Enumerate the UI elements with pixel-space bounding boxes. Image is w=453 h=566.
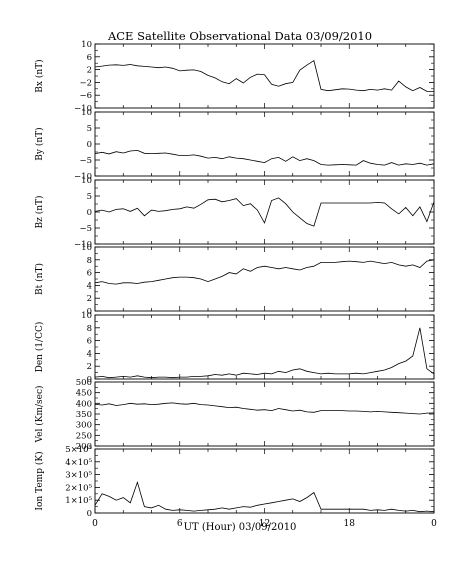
- y-tick-label: 6: [87, 269, 92, 279]
- panel-7: 0 1×10⁵ 2×10⁵ 3×10⁵ 4×10⁵ 5×10⁵ Ion Temp (K): [34, 445, 435, 519]
- y-tick-label: 8: [87, 256, 92, 266]
- x-tick-label: 0: [431, 519, 437, 529]
- series-line: [94, 480, 435, 513]
- y-tick-label: 4×10⁵: [65, 458, 92, 468]
- chart-title: ACE Satellite Observational Data 03/09/2…: [107, 29, 372, 43]
- y-tick-label: 10: [81, 108, 92, 118]
- y-axis-label: Vel (Km/sec): [34, 385, 45, 443]
- y-axis-label: By (nT): [34, 127, 45, 160]
- y-tick-label: −10: [74, 172, 92, 182]
- series-line: [94, 402, 435, 415]
- panel-frame: [94, 43, 435, 109]
- series-line: [94, 259, 435, 285]
- panel-frame: [94, 246, 435, 312]
- y-tick-label: 200: [76, 442, 92, 452]
- y-tick-label: 2×10⁵: [65, 483, 92, 493]
- y-tick-label: 1×10⁵: [65, 496, 92, 506]
- y-tick-label: 10: [81, 176, 92, 186]
- panel-3: −10 −5 0 5 10 Bz (nT): [34, 176, 435, 250]
- y-tick-label: 10: [81, 311, 92, 321]
- y-tick-label: 10: [81, 40, 92, 50]
- series-line: [94, 327, 435, 379]
- panel-5: 0 2 4 6 8 10 Den (1/CC): [34, 311, 435, 385]
- y-tick-label: 10: [81, 243, 92, 253]
- panel-frame: [94, 111, 435, 177]
- panel-frame: [94, 314, 435, 380]
- y-tick-label: 2: [87, 294, 92, 304]
- panel-4: 0 2 4 6 8 10 Bt (nT): [34, 243, 435, 317]
- x-tick-label: 12: [259, 519, 270, 529]
- panel-2: −10 −5 0 5 10 By (nT): [34, 108, 435, 182]
- panel-1: −10 −6 −2 2 6 10 Bx (nT): [34, 40, 435, 114]
- series-line: [94, 149, 435, 166]
- series-line: [94, 59, 434, 92]
- series-line: [94, 197, 435, 227]
- y-tick-label: 0: [87, 208, 92, 218]
- panels-layer: −10 −6 −2 2 6 10 Bx (nT) −10 −5 0 5 10 By (nT) −10 −5 0…: [34, 40, 437, 529]
- y-tick-label: −6: [79, 91, 92, 101]
- y-tick-label: 0: [87, 375, 92, 385]
- y-tick-label: 4: [87, 281, 92, 291]
- y-axis-label: Bx (nT): [34, 59, 45, 92]
- y-tick-label: 0: [87, 140, 92, 150]
- y-axis-label: Bt (nT): [34, 263, 45, 295]
- x-tick-label: 18: [344, 519, 356, 529]
- y-tick-label: 300: [76, 421, 92, 431]
- y-tick-label: 450: [76, 389, 92, 399]
- y-tick-label: 3×10⁵: [65, 471, 92, 481]
- y-axis-label: Den (1/CC): [34, 322, 45, 373]
- y-tick-label: 8: [87, 324, 92, 334]
- y-tick-label: 5×10⁵: [65, 445, 92, 455]
- x-axis-label: UT (Hour) 03/09/2010: [184, 522, 297, 533]
- y-tick-label: 4: [87, 349, 92, 359]
- y-tick-label: 5: [87, 124, 92, 134]
- y-tick-label: 2: [87, 362, 92, 372]
- y-axis-label: Ion Temp (K): [34, 451, 45, 510]
- y-tick-label: 500: [76, 378, 92, 388]
- y-tick-label: 0: [87, 307, 92, 317]
- y-tick-label: 350: [76, 410, 92, 420]
- y-tick-label: −5: [79, 156, 92, 166]
- y-tick-label: 250: [76, 431, 92, 441]
- y-tick-label: −5: [79, 224, 92, 234]
- y-tick-label: −2: [79, 78, 92, 88]
- x-tick-label: 6: [177, 519, 183, 529]
- y-tick-label: −10: [74, 104, 92, 114]
- panel-frame: [94, 448, 435, 514]
- x-tick-label: 0: [92, 519, 98, 529]
- y-tick-label: 6: [87, 337, 92, 347]
- y-tick-label: 5: [87, 192, 92, 202]
- panel-frame: [94, 381, 435, 447]
- y-axis-label: Bz (nT): [34, 195, 45, 228]
- panel-frame: [94, 179, 435, 245]
- y-tick-label: 400: [76, 399, 92, 409]
- y-tick-label: 2: [87, 66, 92, 76]
- y-tick-label: 0: [87, 509, 92, 519]
- y-tick-label: −10: [74, 240, 92, 250]
- y-tick-label: 6: [87, 53, 92, 63]
